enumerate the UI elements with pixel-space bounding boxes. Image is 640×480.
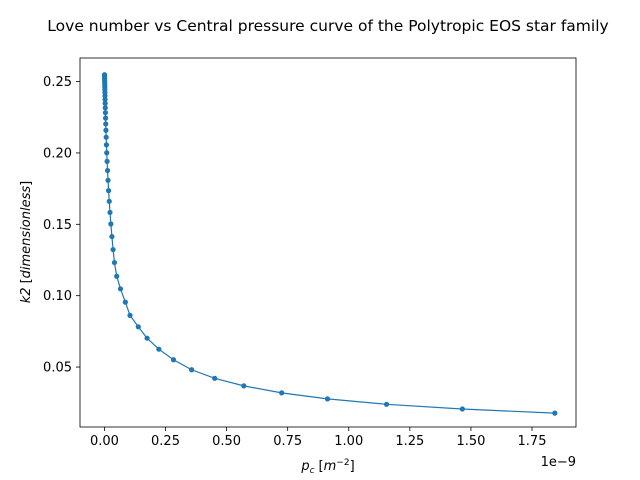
x-tick-label: 1.00	[334, 434, 363, 449]
plot-area	[101, 72, 558, 416]
data-point	[105, 177, 111, 183]
series-line	[103, 74, 555, 414]
x-axis-label-unit: m	[324, 459, 337, 474]
y-axis: 0.05 0.10 0.15 0.20 0.25	[43, 75, 80, 376]
x-tick-label: 0.25	[151, 434, 180, 449]
data-point	[117, 286, 124, 292]
y-axis-label-close: ]	[19, 181, 34, 186]
x-axis: 0.00 0.25 0.50 0.75 1.00 1.25 1.50 1.75	[90, 427, 547, 449]
x-axis-label-var: p	[300, 459, 309, 474]
data-point	[189, 367, 195, 373]
data-point	[106, 198, 112, 204]
data-point	[170, 357, 177, 363]
data-point	[144, 335, 150, 341]
y-axis-label: k2 [dimensionless]	[19, 181, 34, 303]
data-point	[103, 121, 109, 127]
x-tick-label: 1.75	[518, 434, 547, 449]
x-axis-label-sub: c	[310, 466, 315, 476]
data-point	[102, 96, 108, 102]
data-point	[552, 410, 558, 416]
data-point	[104, 150, 110, 156]
data-point	[383, 401, 390, 407]
data-point	[102, 115, 109, 121]
data-point	[103, 134, 109, 140]
x-tick-label: 1.50	[456, 434, 485, 449]
data-point	[122, 299, 128, 305]
data-point	[102, 110, 109, 116]
data-point	[241, 383, 247, 389]
data-point	[324, 396, 331, 402]
x-axis-offset-label: 1e−9	[541, 455, 576, 470]
x-axis-label-exp: −2	[336, 458, 349, 468]
data-point	[110, 246, 116, 253]
x-axis-label: pc [m−2]	[300, 458, 354, 476]
data-point	[104, 167, 111, 174]
data-point	[104, 158, 110, 164]
x-tick-label: 0.00	[90, 434, 119, 449]
data-point	[127, 312, 133, 318]
data-point	[107, 209, 113, 216]
x-tick-label: 0.75	[273, 434, 302, 449]
data-point	[108, 221, 114, 227]
y-tick-label: 0.20	[43, 146, 72, 161]
data-point	[156, 346, 162, 352]
data-point	[103, 127, 109, 133]
data-point	[459, 406, 465, 412]
data-point	[109, 233, 115, 240]
data-point	[111, 259, 118, 266]
data-point	[279, 390, 285, 396]
data-point	[212, 375, 218, 381]
data-point	[103, 142, 110, 148]
data-point	[114, 273, 120, 279]
data-point	[135, 324, 141, 330]
y-axis-label-open: [	[19, 278, 34, 283]
data-point	[102, 105, 108, 111]
x-tick-label: 1.25	[395, 434, 424, 449]
data-point	[102, 93, 108, 99]
y-tick-label: 0.10	[43, 289, 72, 304]
x-tick-label: 0.50	[212, 434, 241, 449]
chart-title: Love number vs Central pressure curve of…	[47, 17, 608, 35]
data-point	[102, 100, 108, 106]
x-axis-label-open: [	[319, 459, 324, 474]
y-axis-label-var: k2	[19, 287, 34, 303]
y-tick-label: 0.05	[43, 361, 72, 376]
plot-frame	[79, 57, 577, 428]
data-point	[105, 188, 112, 194]
y-tick-label: 0.15	[43, 218, 72, 233]
x-axis-label-close: ]	[350, 459, 355, 474]
y-tick-label: 0.25	[43, 75, 72, 90]
y-axis-label-unit: dimensionless	[19, 186, 34, 279]
